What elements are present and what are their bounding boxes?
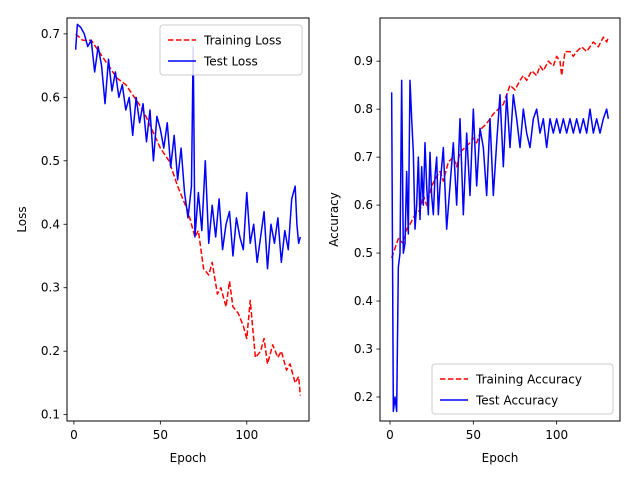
loss-ytick-label: 0.5 xyxy=(41,154,60,168)
accuracy-axes-frame xyxy=(379,17,621,422)
accuracy-ytick-label: 0.6 xyxy=(354,198,373,212)
accuracy-x-axis-label: Epoch xyxy=(482,451,519,465)
accuracy-legend-label: Test Accuracy xyxy=(475,394,558,408)
accuracy-ytick-label: 0.7 xyxy=(354,150,373,164)
loss-ytick-label: 0.4 xyxy=(41,217,60,231)
loss-y-axis-label: Loss xyxy=(15,206,29,232)
loss-legend-label: Test Loss xyxy=(203,55,258,69)
loss-series-training-loss xyxy=(75,33,302,396)
loss-ytick-label: 0.7 xyxy=(41,27,60,41)
accuracy-ytick-label: 0.2 xyxy=(354,390,373,404)
accuracy-legend-frame xyxy=(431,363,614,415)
accuracy-xtick-label: 100 xyxy=(545,428,568,442)
loss-legend: Training Loss Test Loss xyxy=(159,24,303,76)
accuracy-xtick-label: 50 xyxy=(466,428,481,442)
loss-xtick-label: 50 xyxy=(153,428,168,442)
accuracy-ytick-label: 0.9 xyxy=(354,54,373,68)
accuracy-legend: Training Accuracy Test Accuracy xyxy=(431,363,614,415)
accuracy-ytick-label: 0.8 xyxy=(354,102,373,116)
accuracy-series-test-accuracy xyxy=(390,79,610,413)
loss-ytick-label: 0.3 xyxy=(41,281,60,295)
loss-legend-frame xyxy=(159,24,303,76)
accuracy-xtick-label: 0 xyxy=(386,428,394,442)
accuracy-ytick-label: 0.3 xyxy=(354,342,373,356)
accuracy-chart: 0 50 100 0.2 0.3 0.4 0.5 0.6 0.7 0.8 0.9 Epoch Accur… xyxy=(327,17,621,465)
accuracy-ytick-label: 0.4 xyxy=(354,294,373,308)
loss-xtick-label: 100 xyxy=(235,428,258,442)
accuracy-y-axis-label: Accuracy xyxy=(327,192,341,247)
loss-x-axis-label: Epoch xyxy=(170,451,207,465)
loss-legend-label: Training Loss xyxy=(203,34,281,48)
loss-axes-frame xyxy=(66,17,310,422)
loss-ytick-label: 0.6 xyxy=(41,90,60,104)
loss-ytick-label: 0.1 xyxy=(41,408,60,422)
loss-chart: 0 50 100 0.1 0.2 0.3 0.4 0.5 0.6 0.7 Epoch Loss Trai… xyxy=(15,17,310,465)
loss-xtick-label: 0 xyxy=(70,428,78,442)
accuracy-series-training-accuracy xyxy=(390,36,610,259)
accuracy-ytick-label: 0.5 xyxy=(354,246,373,260)
loss-ytick-label: 0.2 xyxy=(41,344,60,358)
accuracy-legend-label: Training Accuracy xyxy=(475,373,582,387)
loss-series-test-loss xyxy=(74,23,302,270)
